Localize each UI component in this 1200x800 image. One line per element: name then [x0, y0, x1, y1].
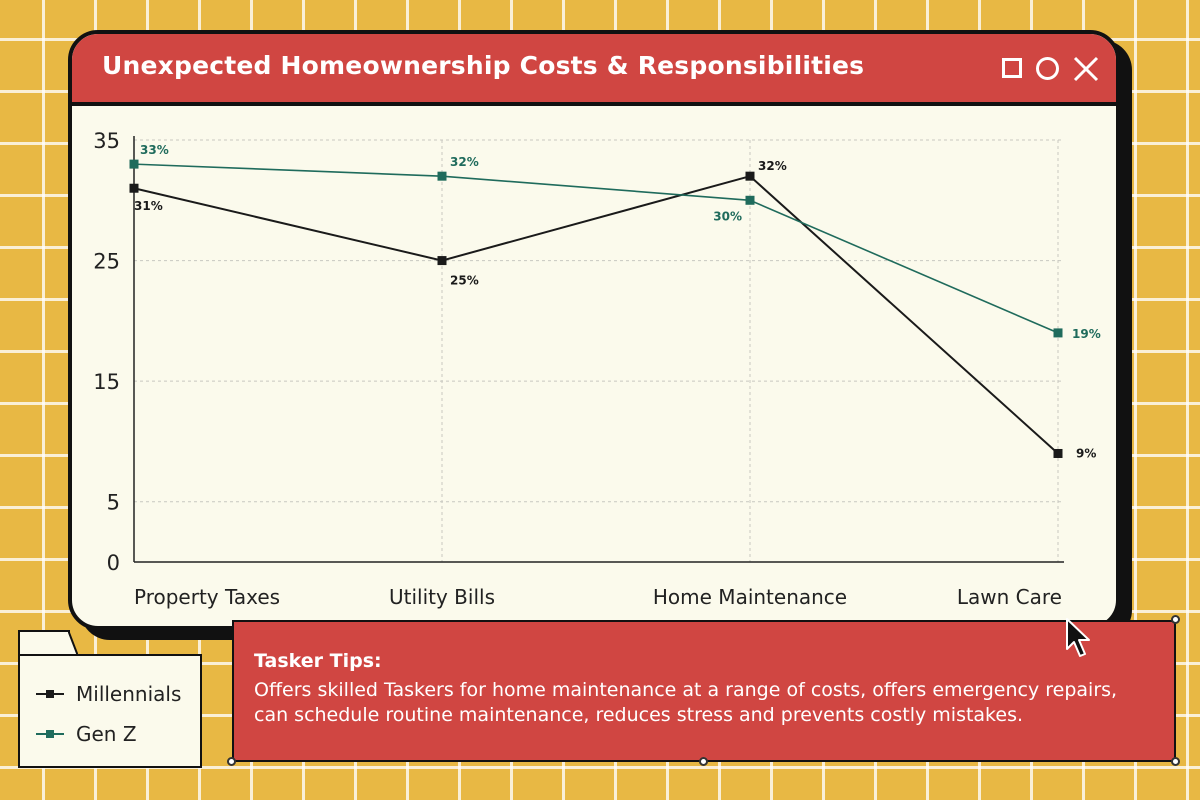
data-label-millennials: 32%	[758, 159, 787, 173]
series-line-millennials	[133, 175, 1059, 455]
legend-folder-tab	[18, 630, 70, 656]
data-label-millennials: 9%	[1076, 446, 1096, 460]
chart-window: Unexpected Homeownership Costs & Respons…	[68, 30, 1120, 630]
data-point-millennials	[1053, 448, 1063, 458]
tasker-tips-box[interactable]: Tasker Tips: Offers skilled Taskers for …	[232, 620, 1176, 762]
series-line-genz	[133, 163, 1059, 334]
y-tick-label: 15	[93, 370, 120, 394]
data-point-millennials	[745, 171, 755, 181]
y-tick-label: 35	[93, 129, 120, 153]
data-point-genz	[745, 195, 755, 205]
y-tick-label: 25	[93, 250, 120, 274]
y-tick-label: 0	[107, 551, 120, 575]
data-label-millennials: 31%	[134, 199, 163, 213]
data-point-millennials	[129, 183, 139, 193]
x-tick-label: Home Maintenance	[653, 585, 847, 609]
data-label-millennials: 25%	[450, 274, 479, 288]
tips-text: Offers skilled Taskers for home maintena…	[254, 679, 1118, 726]
selection-handle[interactable]	[699, 757, 708, 766]
mouse-cursor-icon	[1066, 618, 1090, 657]
line-chart: 0 5 15 25 35 Property Taxes Utility Bills Home …	[93, 129, 1101, 609]
legend-label-genz: Gen Z	[76, 722, 137, 746]
window-titlebar[interactable]: Unexpected Homeownership Costs & Respons…	[72, 34, 1116, 106]
chart-legend: Millennials Gen Z	[18, 654, 202, 768]
selection-handle[interactable]	[1171, 615, 1180, 624]
selection-handle[interactable]	[227, 757, 236, 766]
tips-title: Tasker Tips:	[254, 650, 382, 672]
data-label-genz: 30%	[713, 209, 742, 223]
legend-folder-tab-edge	[68, 630, 78, 656]
data-point-genz	[1053, 328, 1063, 338]
data-label-genz: 19%	[1072, 327, 1101, 341]
x-tick-label: Lawn Care	[957, 585, 1062, 609]
legend-item-genz: Gen Z	[36, 722, 137, 746]
close-icon[interactable]	[1072, 55, 1100, 83]
data-label-genz: 33%	[140, 143, 169, 157]
data-point-genz	[129, 159, 139, 169]
data-point-genz	[437, 171, 447, 181]
maximize-icon[interactable]	[1002, 58, 1022, 78]
minimize-icon[interactable]	[1036, 57, 1059, 80]
data-label-genz: 32%	[450, 155, 479, 169]
legend-marker-millennials	[36, 690, 64, 698]
legend-item-millennials: Millennials	[36, 682, 181, 706]
legend-marker-genz	[36, 730, 64, 738]
selection-handle[interactable]	[1171, 757, 1180, 766]
window-title: Unexpected Homeownership Costs & Respons…	[102, 51, 865, 80]
y-tick-label: 5	[107, 491, 120, 515]
legend-label-millennials: Millennials	[76, 682, 182, 706]
data-point-millennials	[437, 256, 447, 266]
x-tick-label: Utility Bills	[389, 585, 495, 609]
x-tick-label: Property Taxes	[134, 585, 280, 609]
